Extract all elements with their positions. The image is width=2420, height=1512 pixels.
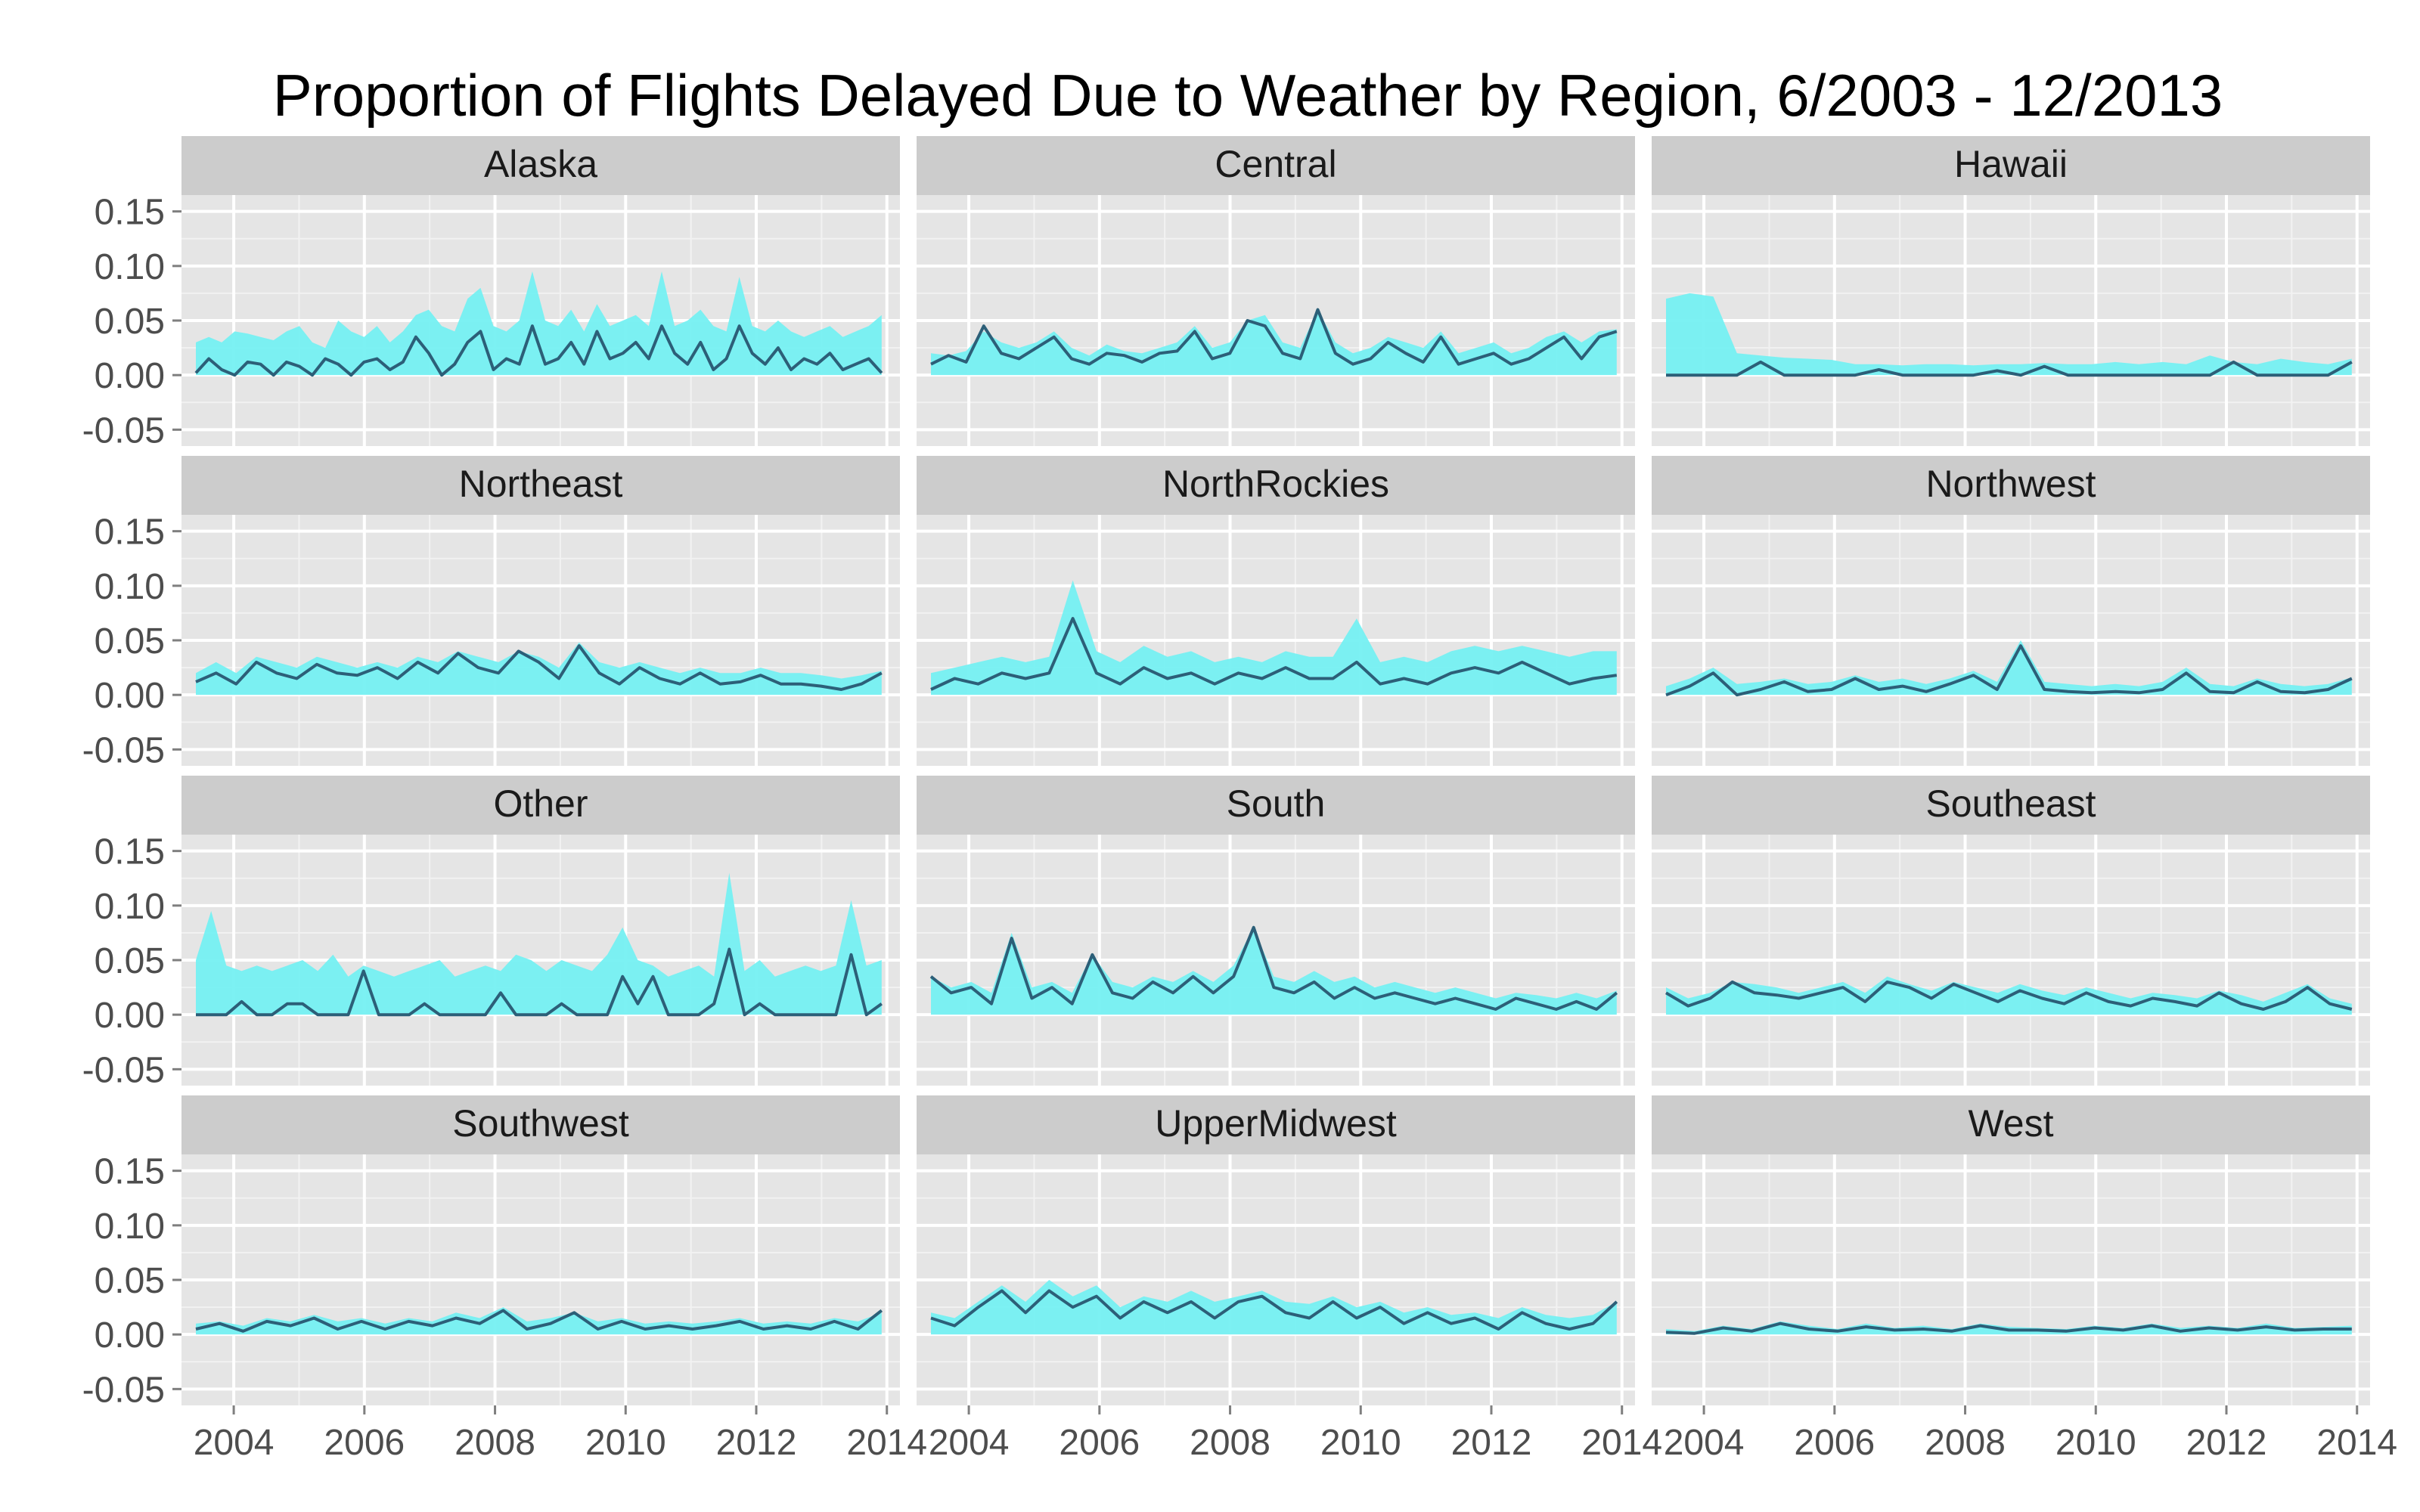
strip-northeast [182, 456, 900, 515]
strip-uppermidwest [917, 1095, 1635, 1154]
y-tick-label: 0.05 [95, 621, 165, 662]
strip-central [917, 136, 1635, 195]
series-line-other [196, 947, 883, 1017]
y-tick-label: 0.10 [95, 567, 165, 607]
y-tick-label: 0.00 [95, 1315, 165, 1356]
series-line-hawaii [1666, 360, 2353, 377]
x-tick-label: 2010 [585, 1423, 666, 1463]
strip-hawaii [1652, 136, 2370, 195]
series-line-south [929, 925, 1618, 1011]
x-tick-label: 2012 [2186, 1423, 2267, 1463]
y-tick-label: -0.05 [82, 411, 165, 451]
panel-northeast: Northeast -0.05 0.00 0.05 0.10 0.15 [82, 456, 900, 770]
chart-title: Proportion of Flights Delayed Due to Wea… [273, 62, 2223, 129]
series-line-northwest [1665, 644, 2353, 697]
strip-other [182, 776, 900, 835]
y-tick-label: 0.05 [95, 302, 165, 342]
series-line-central [930, 308, 1618, 366]
strip-label-central: Central [1215, 143, 1336, 185]
panel-northrockies: NorthRockies [917, 456, 1635, 766]
strip-label-northwest: Northwest [1925, 463, 2096, 505]
strip-alaska [182, 136, 900, 195]
strip-south [917, 776, 1635, 835]
strip-label-hawaii: Hawaii [1954, 143, 2068, 185]
x-tick-label: 2004 [929, 1423, 1010, 1463]
x-tick-label: 2008 [1925, 1423, 2006, 1463]
series-line-northeast [195, 644, 883, 691]
x-tick-label: 2010 [1320, 1423, 1401, 1463]
x-tick-label: 2006 [324, 1423, 405, 1463]
strip-label-uppermidwest: UpperMidwest [1155, 1102, 1397, 1145]
series-line-west [1665, 1321, 2352, 1335]
y-tick-label: 0.10 [95, 1207, 165, 1247]
strip-label-northeast: Northeast [459, 463, 623, 505]
series-line-northrockies [930, 617, 1618, 691]
x-tick-label: 2004 [1664, 1423, 1745, 1463]
x-tick-label: 2014 [846, 1423, 927, 1463]
series-line-uppermidwest [930, 1289, 1618, 1331]
y-tick-label: -0.05 [82, 1370, 165, 1410]
panel-southwest: Southwest -0.05 0.00 0.05 0.10 0.15 2004 2006 20… [82, 1095, 927, 1463]
y-tick-label: 0.15 [95, 832, 165, 872]
strip-northrockies [917, 456, 1635, 515]
x-tick-label: 2012 [1451, 1423, 1532, 1463]
strip-label-alaska: Alaska [484, 143, 597, 185]
strip-southwest [182, 1095, 900, 1154]
x-tick-label: 2004 [194, 1423, 275, 1463]
upper-band-hawaii [1666, 293, 2352, 376]
strip-west [1652, 1095, 2370, 1154]
y-tick-label: 0.05 [95, 941, 165, 981]
upper-band-alaska [196, 271, 882, 376]
y-tick-label: -0.05 [82, 730, 165, 770]
panels-group: Alaska -0.05 0.00 0.05 0.10 0.15 Central Hawaii… [82, 136, 2397, 1463]
panel-central: Central [917, 136, 1635, 446]
panel-northwest: Northwest [1652, 456, 2370, 766]
series-line-southeast [1665, 980, 2353, 1011]
x-tick-label: 2008 [1190, 1423, 1270, 1463]
strip-label-southwest: Southwest [452, 1102, 629, 1145]
series-line-alaska [194, 324, 883, 377]
upper-band-northeast [196, 642, 882, 696]
x-tick-label: 2010 [2055, 1423, 2136, 1463]
x-tick-label: 2012 [716, 1423, 797, 1463]
y-tick-label: 0.15 [95, 1152, 165, 1192]
y-tick-label: 0.15 [95, 513, 165, 553]
upper-band-northrockies [931, 580, 1617, 696]
panel-west: West 2004 2006 2008 2010 2012 2014 [1652, 1095, 2397, 1463]
x-tick-label: 2014 [2316, 1423, 2397, 1463]
x-tick-label: 2014 [1581, 1423, 1662, 1463]
panel-hawaii: Hawaii [1652, 136, 2370, 446]
strip-label-southeast: Southeast [1925, 782, 2096, 825]
series-line-southwest [195, 1309, 883, 1333]
y-tick-label: 0.10 [95, 887, 165, 927]
panel-uppermidwest: UpperMidwest 2004 2006 2008 2010 2012 2014 [917, 1095, 1662, 1463]
x-tick-label: 2006 [1794, 1423, 1875, 1463]
y-tick-label: 0.15 [95, 193, 165, 233]
strip-label-west: West [1969, 1102, 2054, 1145]
panel-south: South [917, 776, 1635, 1086]
y-tick-label: 0.05 [95, 1261, 165, 1301]
x-tick-label: 2008 [455, 1423, 535, 1463]
x-tick-label: 2006 [1059, 1423, 1140, 1463]
y-tick-label: 0.10 [95, 247, 165, 287]
strip-label-south: South [1227, 782, 1326, 825]
strip-southeast [1652, 776, 2370, 835]
panel-alaska: Alaska -0.05 0.00 0.05 0.10 0.15 [82, 136, 900, 451]
strip-label-other: Other [493, 782, 588, 825]
y-tick-label: 0.00 [95, 996, 165, 1036]
panel-other: Other -0.05 0.00 0.05 0.10 0.15 [82, 776, 900, 1090]
panel-southeast: Southeast [1652, 776, 2370, 1086]
strip-label-northrockies: NorthRockies [1162, 463, 1389, 505]
y-tick-label: 0.00 [95, 676, 165, 716]
strip-northwest [1652, 456, 2370, 515]
y-tick-label: 0.00 [95, 356, 165, 396]
upper-band-south [931, 927, 1617, 1015]
y-tick-label: -0.05 [82, 1050, 165, 1090]
